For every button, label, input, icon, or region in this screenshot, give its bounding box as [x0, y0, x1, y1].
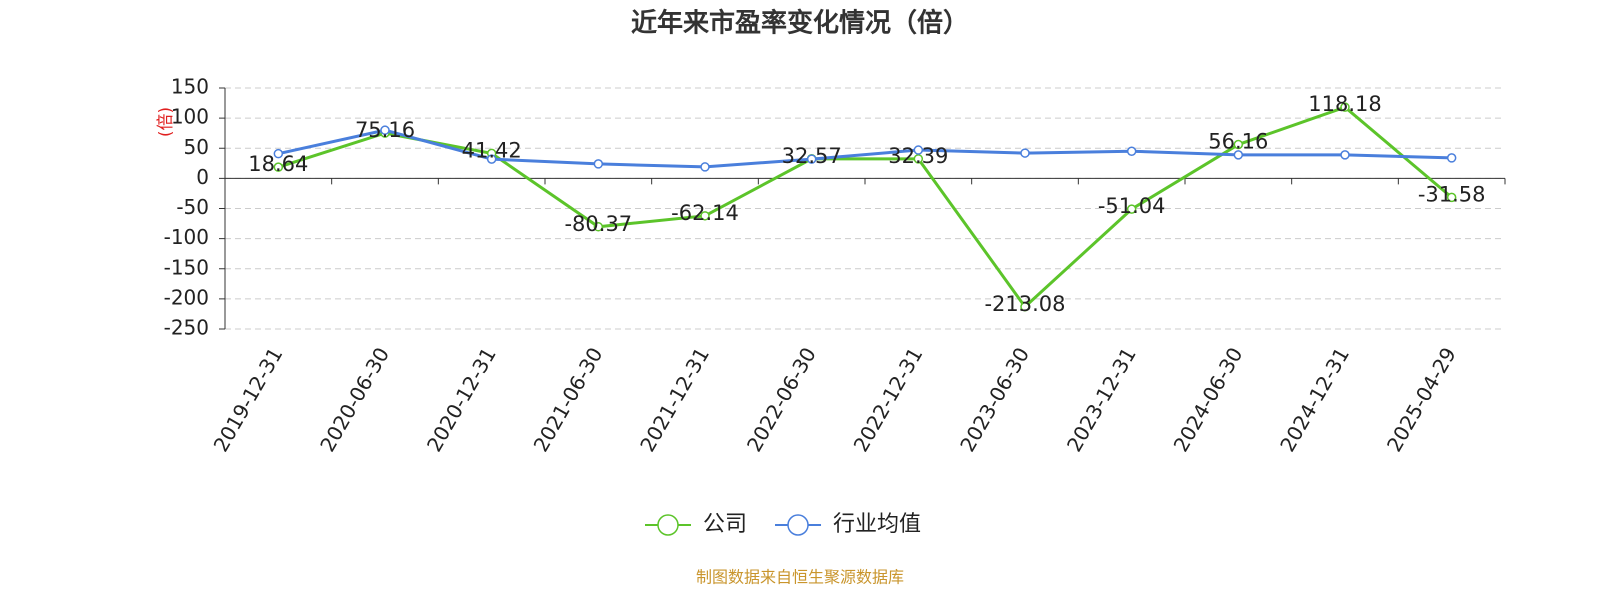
data-label: 56.16: [1208, 130, 1268, 154]
x-tick-label: 2022-06-30: [742, 343, 821, 456]
data-label: 75.16: [355, 118, 415, 142]
point: [1340, 150, 1350, 160]
x-tick-label: 2024-06-30: [1169, 343, 1248, 456]
data-label: -31.58: [1418, 182, 1486, 206]
data-label: 18.64: [248, 152, 308, 176]
data-label: -62.14: [671, 201, 739, 225]
x-tick-label: 2025-04-29: [1382, 343, 1461, 456]
x-tick-label: 2021-06-30: [529, 343, 608, 456]
point: [1020, 302, 1030, 312]
chart-title: 近年来市盈率变化情况（倍）: [631, 8, 969, 39]
x-tick-label: 2024-12-31: [1275, 343, 1354, 456]
x-tick-label: 2020-06-30: [315, 343, 394, 456]
point: [273, 162, 284, 172]
y-tick-label: -100: [164, 225, 209, 249]
y-tick-label: 0: [196, 165, 209, 189]
point: [700, 211, 710, 221]
point: [700, 162, 710, 172]
series-line: [277, 105, 1453, 310]
x-tick-label: 2019-12-31: [209, 343, 288, 456]
y-tick-label: 100: [171, 105, 209, 129]
x-tick-label: 2023-06-30: [955, 343, 1034, 456]
point: [1020, 148, 1030, 158]
point: [1126, 204, 1137, 214]
x-tick-label: 2022-12-31: [849, 343, 928, 456]
y-tick-label: -250: [164, 316, 209, 340]
data-label: 118.18: [1308, 92, 1381, 116]
series-line: [278, 128, 1452, 169]
point: [380, 125, 390, 135]
point: [1233, 139, 1244, 150]
x-tick-label: 2020-12-31: [422, 343, 501, 456]
point: [486, 154, 497, 164]
point: [1233, 150, 1244, 160]
data-label: -80.37: [564, 212, 632, 236]
y-tick-label: -50: [176, 195, 209, 219]
point: [913, 154, 924, 164]
legend-label: 公司: [703, 512, 747, 537]
data-label: -213.08: [984, 292, 1065, 316]
point: [593, 222, 604, 232]
point: [1126, 146, 1137, 157]
y-tick-label: -200: [164, 285, 209, 309]
data-label: 32.39: [888, 144, 948, 168]
point: [1340, 102, 1350, 112]
data-label: -51.04: [1098, 194, 1166, 218]
x-tick-label: 2023-12-31: [1062, 343, 1141, 456]
point: [1446, 153, 1457, 163]
point: [913, 145, 924, 155]
data-label: 41.42: [462, 138, 522, 162]
point: [593, 159, 604, 169]
y-tick-label: 50: [184, 135, 209, 159]
y-axis-label: (倍): [156, 107, 176, 137]
legend-label: 行业均值: [833, 512, 921, 537]
point: [273, 148, 284, 159]
point: [1446, 192, 1457, 203]
y-tick-label: -150: [164, 255, 209, 279]
data-label: 32.57: [782, 144, 842, 168]
legend-marker: [657, 514, 679, 536]
source-note: 制图数据来自恒生聚源数据库: [696, 568, 904, 587]
point: [806, 154, 817, 164]
x-tick-label: 2021-12-31: [635, 343, 714, 456]
legend-marker: [787, 514, 809, 536]
y-tick-label: 150: [171, 75, 209, 99]
